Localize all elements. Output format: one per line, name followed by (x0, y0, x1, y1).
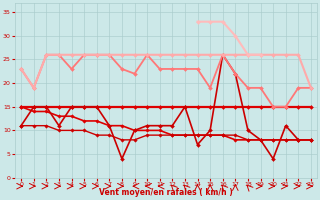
X-axis label: Vent moyen/en rafales ( km/h ): Vent moyen/en rafales ( km/h ) (99, 188, 233, 197)
